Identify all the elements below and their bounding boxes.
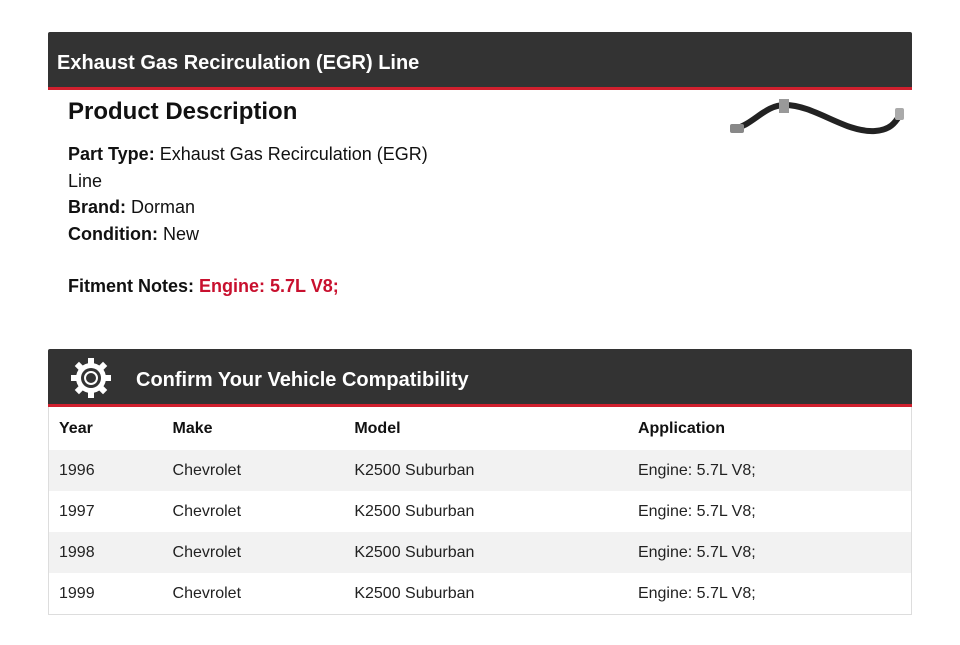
hose xyxy=(732,101,903,135)
table-cell: 1996 xyxy=(59,461,95,479)
column-header: Year xyxy=(59,419,93,437)
table-cell: Engine: 5.7L V8; xyxy=(637,461,756,479)
fitment-value: Engine: 5.7L V8; xyxy=(199,276,339,296)
field-value: Exhaust Gas Recirculation (EGR) Line xyxy=(68,144,428,191)
column-header: Application xyxy=(637,419,726,437)
gear-icon xyxy=(71,358,111,398)
table-cell: K2500 Suburban xyxy=(354,461,475,479)
field-value: New xyxy=(162,223,199,244)
table-cell: K2500 Suburban xyxy=(354,584,475,602)
table-cell: Engine: 5.7L V8; xyxy=(637,584,756,602)
table-row: 1997 Chevrolet K2500 Suburban Engine: 5.7L … xyxy=(49,491,912,532)
table-row: 1996 Chevrolet K2500 Suburban Engine: 5.7L … xyxy=(48,450,912,491)
fitment-label: Fitment Notes: xyxy=(68,276,194,296)
field-label: Part Type: xyxy=(68,144,155,164)
product-description: Product Description Part Type: Exhaust G… xyxy=(68,96,458,300)
table-row: 1999 Chevrolet K2500 Suburban Engine: 5.7L … xyxy=(49,573,912,615)
clamp xyxy=(779,99,789,113)
table-cell: Engine: 5.7L V8; xyxy=(637,502,756,520)
description-heading: Product Description xyxy=(68,98,298,125)
header-row: Year Make Model Application xyxy=(49,407,912,450)
table-cell: K2500 Suburban xyxy=(354,543,475,561)
field-value: Dorman xyxy=(131,197,196,217)
table-cell: Engine: 5.7L V8; xyxy=(637,543,756,561)
column-header: Make xyxy=(172,419,213,437)
table-body: 1996 Chevrolet K2500 Suburban Engine: 5.7L … xyxy=(48,450,912,615)
field: Condition: New xyxy=(68,221,458,248)
compat-title: Confirm Your Vehicle Compatibility xyxy=(136,369,469,391)
field: Brand: Dorman xyxy=(68,194,458,221)
table-cell: 1999 xyxy=(59,584,95,602)
fields: Part Type: Exhaust Gas Recirculation (EG… xyxy=(68,141,458,247)
table-cell: Chevrolet xyxy=(172,502,242,520)
table-row: 1998 Chevrolet K2500 Suburban Engine: 5.7L … xyxy=(48,532,912,573)
compat-table: Year Make Model Application 1996 Chevrolet K2… xyxy=(48,407,912,615)
table-cell: Chevrolet xyxy=(172,543,242,561)
field: Part Type: Exhaust Gas Recirculation (EG… xyxy=(68,141,458,194)
header-bar: Exhaust Gas Recirculation (EGR) Line xyxy=(48,32,912,90)
compat-bar: Confirm Your Vehicle Compatibility xyxy=(48,349,912,407)
column-header: Model xyxy=(354,419,401,437)
fitting xyxy=(730,124,744,133)
table-cell: Chevrolet xyxy=(172,461,242,479)
header-title: Exhaust Gas Recirculation (EGR) Line xyxy=(57,52,420,74)
field-label: Brand: xyxy=(68,197,126,217)
fitment-notes: Fitment Notes: Engine: 5.7L V8; xyxy=(68,273,458,300)
table-cell: 1998 xyxy=(59,543,95,561)
table-cell: 1997 xyxy=(59,502,95,520)
table-cell: Chevrolet xyxy=(172,584,242,602)
fitting xyxy=(895,108,904,120)
field-label: Condition: xyxy=(68,223,158,244)
table-cell: K2500 Suburban xyxy=(354,502,475,520)
product-image xyxy=(730,99,904,135)
